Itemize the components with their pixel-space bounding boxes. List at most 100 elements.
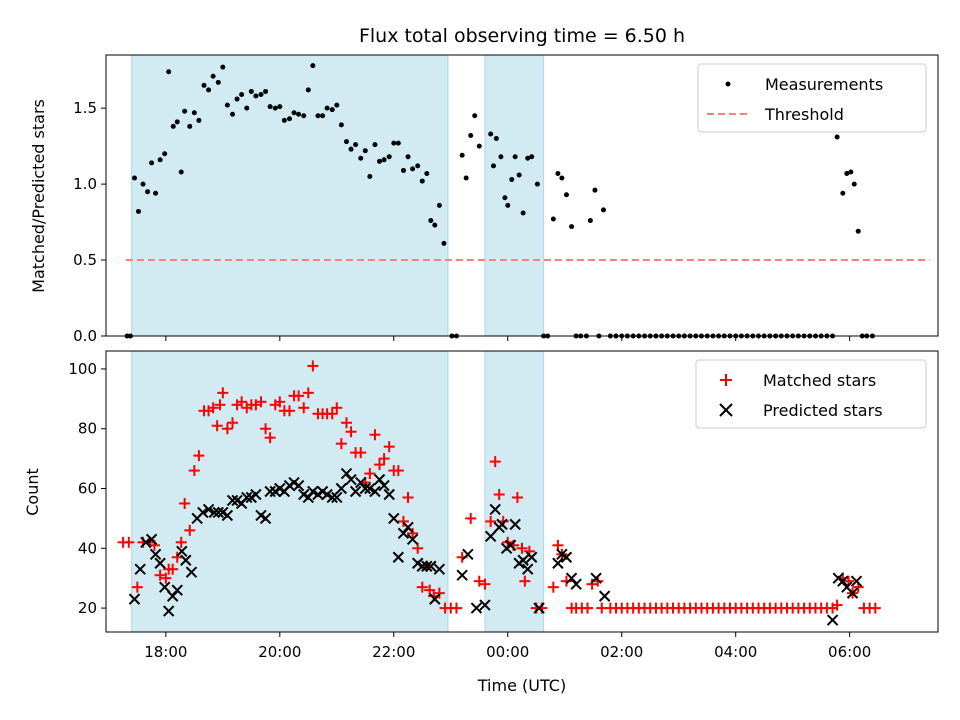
data-point [485, 515, 497, 527]
data-point [175, 536, 187, 548]
data-point [221, 509, 234, 522]
data-point [397, 515, 409, 527]
data-point [263, 88, 269, 94]
data-point [331, 402, 343, 414]
data-point [349, 485, 362, 498]
data-point [381, 157, 387, 163]
data-point [217, 387, 229, 399]
data-point [224, 102, 230, 108]
data-point [291, 110, 297, 116]
legend: Matched stars Predicted stars [695, 359, 927, 429]
plot-frame [105, 54, 939, 337]
data-point [293, 390, 305, 402]
x-ticks [165, 336, 851, 341]
data-point [834, 134, 840, 140]
data-point [395, 140, 401, 146]
observing-window [484, 54, 545, 337]
data-point [498, 154, 504, 160]
data-point [400, 167, 406, 173]
data-point [534, 181, 540, 187]
data-point [207, 402, 219, 414]
data-point [436, 202, 442, 208]
legend-label: Measurements [765, 75, 883, 94]
data-point [378, 453, 390, 465]
data-point [176, 545, 188, 557]
data-point [367, 174, 373, 180]
data-point [359, 482, 371, 495]
data-point [170, 123, 176, 129]
data-point [340, 467, 353, 480]
data-point [239, 91, 245, 97]
data-point [343, 139, 349, 145]
data-point [301, 113, 307, 119]
data-point [463, 175, 469, 181]
data-point [202, 503, 215, 516]
data-point [410, 166, 416, 172]
y-axis-label: Count [23, 468, 42, 516]
data-point [552, 557, 564, 569]
data-point [374, 459, 386, 471]
data-point [489, 456, 501, 468]
data-point [179, 497, 191, 509]
data-point [472, 113, 478, 119]
data-point [193, 450, 205, 462]
data-point [473, 575, 485, 587]
data-point [331, 491, 343, 504]
data-point [298, 402, 310, 414]
data-point [415, 163, 421, 169]
data-point [178, 169, 184, 175]
data-point [272, 105, 278, 111]
data-point [489, 503, 501, 516]
x-tick-label: 22:00 [372, 643, 415, 661]
data-point [307, 360, 319, 372]
y-axis-label: Matched/Predicted stars [29, 99, 48, 293]
data-point [128, 593, 141, 605]
data-point [267, 104, 273, 110]
data-point [162, 605, 175, 617]
data-point [362, 148, 368, 154]
data-point [241, 491, 253, 504]
y-ticks: 0.0 0.5 1.0 1.5 [73, 99, 106, 345]
data-point [850, 575, 863, 587]
legend-label: Matched stars [763, 371, 876, 390]
data-point [416, 581, 428, 593]
data-point [197, 506, 209, 519]
data-point [171, 584, 183, 596]
data-point [569, 224, 575, 230]
data-point [582, 602, 594, 614]
data-point [174, 119, 180, 125]
data-point [476, 143, 482, 149]
data-point [429, 593, 441, 605]
data-point [296, 111, 302, 117]
data-point [281, 117, 287, 123]
data-point [424, 170, 430, 176]
data-point [211, 420, 223, 432]
data-point [149, 160, 155, 166]
data-point [307, 485, 319, 498]
data-point [277, 104, 283, 110]
data-point [470, 602, 483, 614]
x-tick-label: 02:00 [600, 643, 643, 661]
data-point [145, 189, 151, 195]
data-point [402, 491, 414, 503]
data-point [305, 87, 311, 93]
data-point [335, 482, 348, 495]
data-point [345, 473, 357, 486]
data-point [259, 512, 272, 525]
data-point [416, 560, 428, 572]
data-point [525, 155, 531, 161]
data-point [563, 192, 569, 198]
data-point [844, 170, 850, 176]
data-point [135, 208, 141, 214]
data-point [587, 218, 593, 224]
y-tick-label: 100 [68, 360, 97, 378]
data-point [353, 142, 359, 148]
data-point [516, 172, 522, 178]
x-tick-label: 04:00 [714, 643, 757, 661]
data-point [491, 163, 497, 169]
data-point [391, 140, 397, 146]
data-point [560, 551, 573, 563]
data-point [315, 113, 321, 119]
data-point [348, 146, 354, 152]
